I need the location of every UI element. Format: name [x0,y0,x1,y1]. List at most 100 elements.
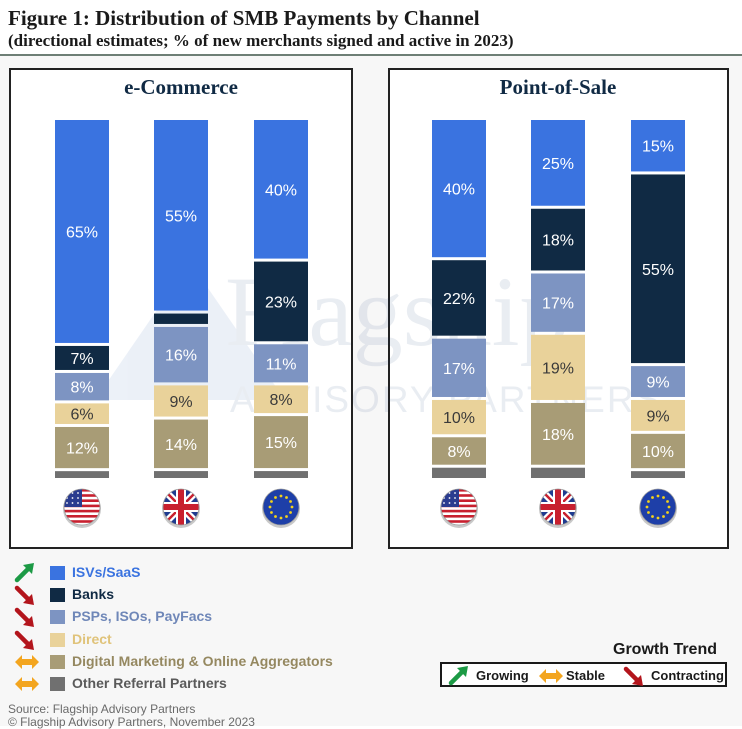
uk-flag-icon [539,488,577,528]
data-label-isvs: 15% [642,139,674,156]
bar-segment-digital [432,437,486,465]
bar-segment-digital [154,419,208,469]
data-label-banks: 22% [443,291,475,308]
us-flag-icon [440,488,478,528]
data-label-psps: 17% [443,361,475,378]
stable-arrow-icon [14,674,40,694]
eu-flag-icon [262,488,300,528]
bar-segment-psps [154,326,208,383]
trend-growing-label: Growing [476,668,529,683]
bar-segment-isvs [154,120,208,311]
data-label-banks: 7% [70,351,93,368]
legend-label-banks: Banks [72,586,115,603]
contracting-arrow-icon [14,630,40,650]
trend-stable-label: Stable [566,668,606,683]
legend-swatch-direct [50,632,65,647]
data-label-isvs: 25% [542,156,574,173]
data-label-direct: 10% [443,410,475,427]
source-line: Source: Flagship Advisory Partners [8,702,196,716]
data-label-banks: 23% [265,294,297,311]
data-label-direct: 8% [269,392,292,409]
data-label-direct: 9% [169,394,192,411]
bar-segment-psps [432,338,486,397]
ecommerce-title: e-Commerce [124,75,238,99]
bar-segment-isvs [254,120,308,259]
bar-segment-other [531,467,585,478]
contracting-arrow-icon [14,607,40,628]
data-label-digital: 14% [165,437,197,454]
data-label-digital: 18% [542,427,574,444]
growing-arrow-icon [448,666,468,686]
bar-segment-other [432,467,486,478]
legend-item-isvs: ISVs/SaaS [14,563,374,583]
stable-arrow-icon [14,652,40,672]
bar-segment-banks [531,208,585,271]
data-label-isvs: 55% [165,208,197,225]
data-label-banks: 18% [542,233,574,250]
bar-segment-digital [531,402,585,465]
bar-segment-other [154,471,208,478]
data-label-psps: 16% [165,348,197,365]
bar-segment-other [631,471,685,478]
bar-segment-other [55,471,109,478]
source-note: Source: Flagship Advisory Partners © Fla… [8,703,255,729]
legend-swatch-other [50,677,65,691]
bar-segment-direct [631,399,685,431]
data-label-psps: 9% [646,375,669,392]
bar-segment-isvs [432,120,486,258]
uk-flag-icon [162,488,200,528]
legend-item-direct: Direct [14,630,374,650]
flags-layer [63,488,677,528]
data-label-psps: 8% [70,380,93,397]
legend-swatch-digital [50,654,65,669]
bar-segment-banks [254,261,308,342]
figure-header: Figure 1: Distribution of SMB Payments b… [0,0,742,56]
growth-trend-legend: Growing Stable Contracting [440,662,727,687]
bar-segment-banks [154,313,208,324]
bar-segment-psps [55,372,109,401]
bar-segment-digital [55,426,109,469]
bar-segment-isvs [631,120,685,172]
data-label-isvs: 40% [265,182,297,199]
stable-arrow-icon [539,669,563,683]
data-label-direct: 6% [70,407,93,424]
legend-swatch-banks [50,588,65,603]
data-label-digital: 15% [265,435,297,452]
bar-segment-direct [432,399,486,435]
bar-segment-banks [432,260,486,336]
data-label-isvs: 65% [66,224,98,241]
contracting-arrow-icon [623,666,643,686]
legend-item-other: Other Referral Partners [14,674,374,694]
bar-segment-direct [154,385,208,417]
legend-label-isvs: ISVs/SaaS [72,564,141,580]
copyright-line: © Flagship Advisory Partners, November 2… [8,715,255,729]
contracting-arrow-icon [14,585,40,606]
bar-segment-isvs [531,120,585,206]
bar-segment-psps [631,366,685,397]
legend-swatch-psps [50,610,65,625]
bar-segment-other [254,471,308,478]
bar-segment-direct [55,403,109,424]
bar-segment-psps [254,344,308,383]
figure-subtitle: (directional estimates; % of new merchan… [8,31,514,50]
data-label-digital: 8% [447,444,470,461]
data-label-banks: 55% [642,262,674,279]
growing-arrow-icon [14,563,40,583]
bar-segment-banks [631,174,685,364]
data-label-isvs: 40% [443,182,475,199]
data-label-digital: 10% [642,444,674,461]
bar-segment-direct [254,385,308,414]
data-label-digital: 12% [66,441,98,458]
legend-label-direct: Direct [72,630,112,647]
trend-contracting-label: Contracting [651,668,724,683]
legend-swatch-isvs [50,566,65,580]
bar-segment-isvs [55,120,109,343]
bar-segment-direct [531,334,585,400]
us-flag-icon [63,488,101,528]
bar-segment-digital [254,416,308,469]
bar-segment-digital [631,433,685,469]
figure-title: Figure 1: Distribution of SMB Payments b… [8,6,480,30]
legend-label-psps: PSPs, ISOs, PayFacs [72,608,213,625]
bar-segment-psps [531,273,585,332]
